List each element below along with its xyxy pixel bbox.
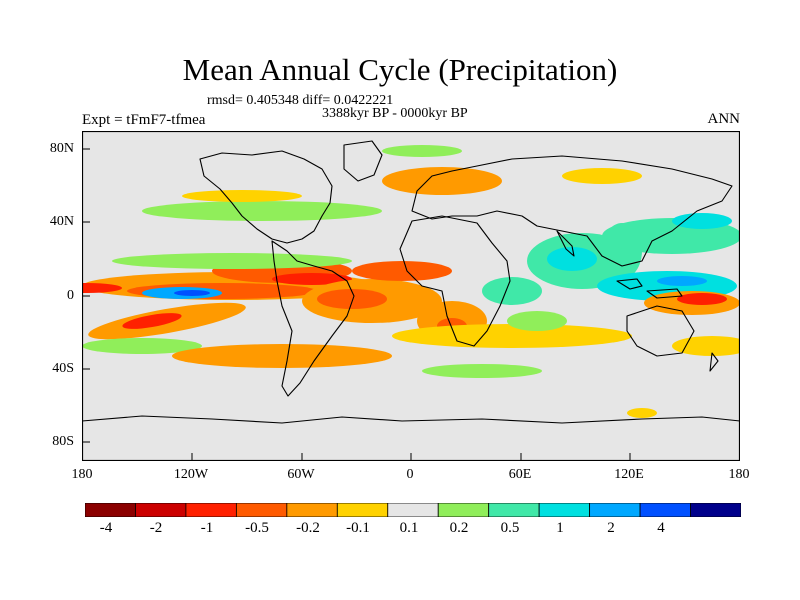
anomaly-fields — [82, 145, 740, 418]
colorbar-label: 0.1 — [399, 520, 419, 536]
lat-label-40n: 40N — [49, 214, 74, 229]
time-period-label: 3388kyr BP - 0000kyr BP — [322, 106, 468, 121]
colorbar-box — [437, 503, 490, 517]
lat-label-80n: 80N — [49, 141, 74, 156]
colorbar-label: 0.5 — [500, 520, 520, 536]
experiment-label: Expt = tFmF7-tfmea — [82, 112, 206, 128]
plot-title: Mean Annual Cycle (Precipitation) — [182, 52, 618, 87]
lat-label-40s: 40S — [52, 361, 74, 376]
colorbar-label: -4 — [99, 520, 113, 536]
lon-label-60e: 60E — [508, 467, 532, 482]
colorbar-box — [336, 503, 389, 517]
colorbar-box — [538, 503, 591, 517]
lon-label-60w: 60W — [287, 467, 315, 482]
colorbar-box — [85, 503, 136, 517]
colorbar-label: -0.2 — [296, 520, 320, 536]
colorbar-label: 1 — [556, 520, 564, 536]
colorbar-label: -1 — [200, 520, 214, 536]
colorbar-box — [639, 503, 691, 517]
colorbar-label: 4 — [657, 520, 665, 536]
colorbar-box — [589, 503, 641, 517]
colorbar-label: -0.1 — [346, 520, 370, 536]
season-label: ANN — [707, 111, 741, 127]
lat-label-80s: 80S — [52, 434, 74, 449]
rmsd-diff-stats: rmsd= 0.405348 diff= 0.0422221 — [207, 93, 394, 108]
colorbar-label: 2 — [607, 520, 615, 536]
colorbar-box — [387, 503, 439, 517]
colorbar-label: -0.5 — [245, 520, 269, 536]
lon-label-180e: 180 — [728, 467, 750, 482]
axis-ticks — [82, 148, 631, 461]
lon-label-180w: 180 — [71, 467, 93, 482]
precipitation-anomaly-map — [82, 131, 740, 461]
colorbar-label: -2 — [149, 520, 163, 536]
colorbar-box — [488, 503, 540, 517]
lat-label-0: 0 — [67, 288, 74, 303]
colorbar-box — [235, 503, 288, 517]
colorbar-box — [286, 503, 338, 517]
lon-label-120w: 120W — [173, 467, 209, 482]
colorbar-box — [690, 503, 741, 517]
lon-label-0: 0 — [406, 467, 414, 482]
colorbar-box — [185, 503, 237, 517]
colorbar-box — [135, 503, 187, 517]
lon-label-120e: 120E — [614, 467, 644, 482]
colorbar-label: 0.2 — [449, 520, 469, 536]
colorbar — [85, 503, 741, 517]
coastlines — [82, 140, 740, 424]
